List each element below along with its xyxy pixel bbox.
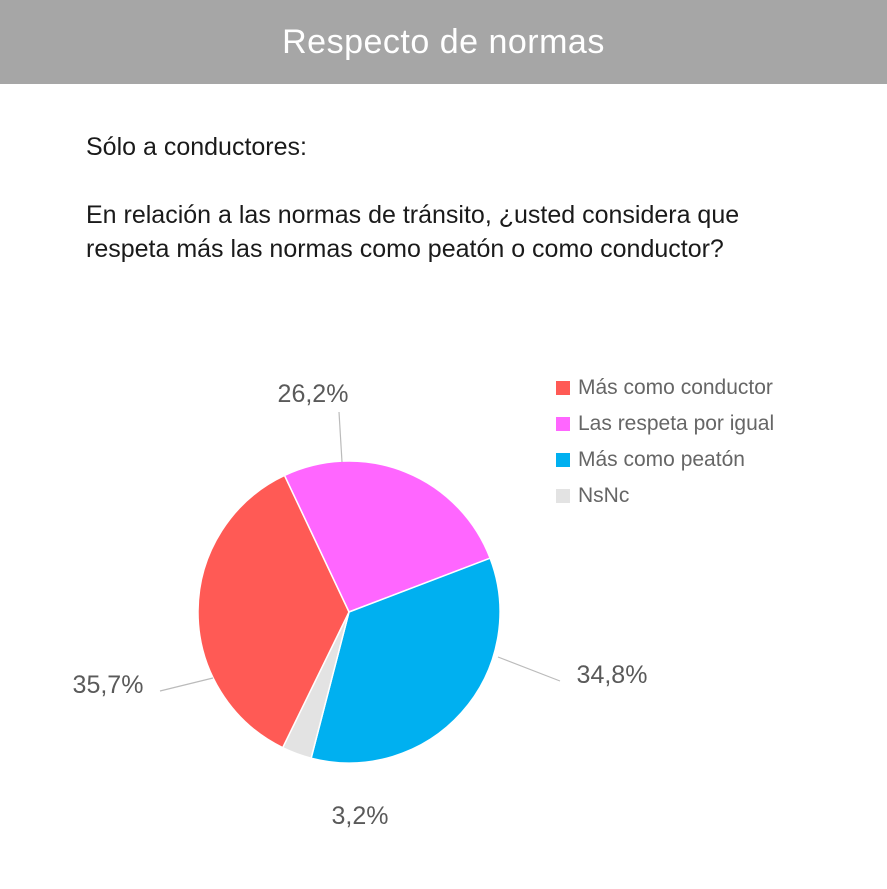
legend-item-peaton: Más como peatón [556,442,774,478]
leader-line-conductor [159,677,214,692]
legend-swatch-peaton [556,453,570,467]
legend-item-nsnc: NsNc [556,478,774,514]
subtitle: Sólo a conductores: [86,133,307,161]
page-title: Respecto de normas [282,22,605,61]
legend-item-conductor: Más como conductor [556,370,774,406]
leader-line-peaton [497,656,561,682]
legend-label-conductor: Más como conductor [578,376,773,399]
legend-swatch-conductor [556,381,570,395]
data-label-conductor: 35,7% [73,671,144,699]
pie-slice-peaton [310,557,501,764]
legend-swatch-igual [556,417,570,431]
legend-label-igual: Las respeta por igual [578,412,775,435]
leader-line-igual [338,411,343,463]
chart-legend: Más como conductor Las respeta por igual… [556,370,774,514]
legend-swatch-nsnc [556,489,570,503]
data-label-igual: 26,2% [278,380,349,408]
legend-label-nsnc: NsNc [578,484,630,507]
question-text: En relación a las normas de tránsito, ¿u… [86,201,740,263]
legend-label-peaton: Más como peatón [578,448,745,471]
data-label-nsnc: 3,2% [332,802,389,830]
header-bar: Respecto de normas [0,0,887,84]
pie-slice-conductor [197,474,350,749]
legend-item-igual: Las respeta por igual [556,406,774,442]
data-label-peaton: 34,8% [577,661,648,689]
pie-slice-igual [283,460,492,613]
